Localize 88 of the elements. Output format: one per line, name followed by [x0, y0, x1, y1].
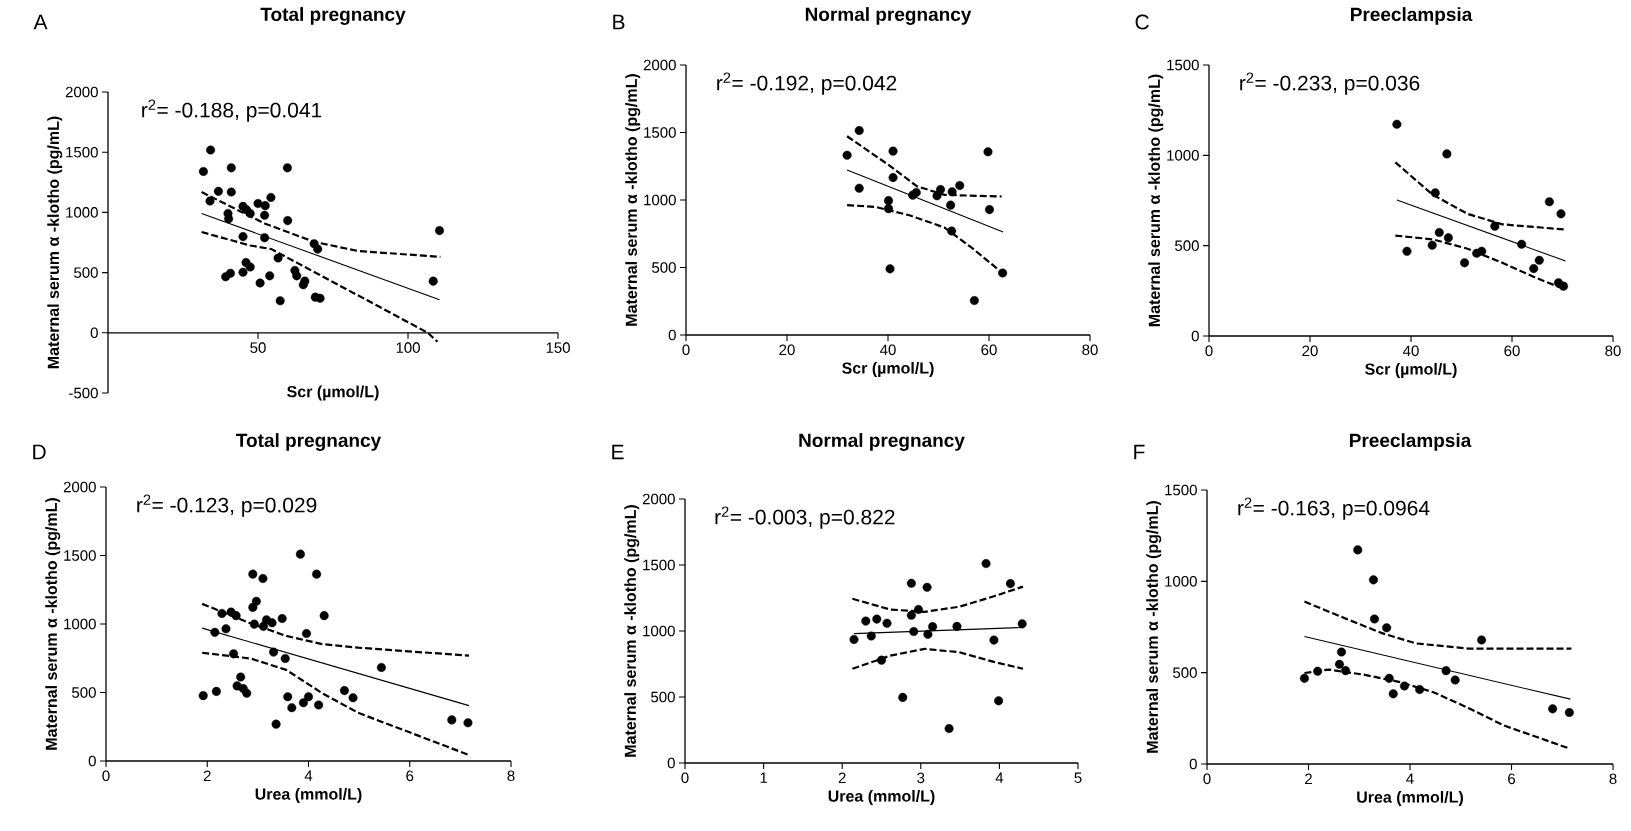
y-tick-label: 500 [651, 691, 675, 703]
x-tick-label: 0 [681, 772, 689, 784]
x-tick-label: 80 [1605, 345, 1621, 357]
x-tick-label: 50 [250, 342, 266, 353]
x-tick-label: 1 [760, 772, 768, 783]
x-tick-label: 2 [203, 770, 211, 782]
x-tick-label: 20 [779, 344, 795, 356]
y-tick-label: 0 [88, 755, 96, 767]
y-axis-title: Maternal serum α -klotho (pg/mL) [45, 498, 61, 750]
annotation: r$^{2}$= -0.188, p=0.041 [142, 99, 322, 122]
text: E [612, 444, 624, 460]
y-tick-label: -500 [69, 387, 98, 399]
annotation: r$^{2}$= -0.123, p=0.029 [137, 494, 317, 517]
y-tick-label: 1500 [1165, 484, 1197, 496]
x-tick-label: 0 [1203, 773, 1211, 785]
y-tick-label: 0 [668, 329, 676, 341]
chart-title: Total pregnancy [260, 7, 406, 25]
x-tick-label: 5 [1074, 772, 1082, 783]
text: D [33, 444, 46, 460]
x-tick-label: 2 [1305, 773, 1312, 785]
y-tick-label: 1500 [644, 127, 676, 138]
y-tick-label: 1000 [644, 194, 676, 206]
text: A [33, 14, 48, 30]
x-tick-label: 80 [1082, 344, 1098, 356]
x-tick-label: 0 [1205, 345, 1213, 357]
y-tick-label: 2000 [63, 481, 96, 493]
y-tick-label: 500 [74, 267, 98, 278]
x-tick-label: 100 [396, 342, 420, 353]
x-tick-label: 4 [1406, 773, 1414, 784]
y-tick-label: 500 [1175, 240, 1199, 251]
x-tick-label: 3 [917, 772, 925, 784]
y-tick-label: 500 [72, 687, 96, 698]
x-tick-label: 6 [406, 770, 414, 782]
y-tick-label: 0 [1189, 758, 1197, 770]
y-tick-label: 0 [90, 327, 98, 339]
text: C [1135, 14, 1149, 30]
y-tick-label: 1000 [643, 625, 675, 637]
chart-title: Normal pregnancy [799, 433, 965, 451]
x-tick-label: 60 [1504, 345, 1520, 357]
annotation: r$^{2}$= -0.192, p=0.042 [717, 72, 897, 95]
x-axis-title: Urea (mmol/L) [828, 790, 935, 805]
annotation: r$^{2}$= -0.233, p=0.036 [1240, 72, 1420, 95]
y-tick-label: 2000 [642, 493, 675, 505]
x-tick-label: 150 [546, 342, 570, 353]
y-tick-label: 1500 [643, 559, 675, 571]
y-tick-label: 1500 [1167, 59, 1199, 71]
x-tick-label: 2 [838, 772, 846, 784]
y-tick-label: 1500 [64, 550, 96, 561]
y-tick-label: 1500 [66, 146, 98, 158]
x-tick-label: 8 [1609, 773, 1617, 785]
chart-title: Total pregnancy [236, 433, 382, 451]
y-axis-title: Maternal serum α -klotho (pg/mL) [1146, 501, 1162, 753]
y-tick-label: 0 [1191, 330, 1199, 342]
y-tick-label: 1000 [64, 618, 96, 630]
x-axis-title: Urea (mmol/L) [1357, 791, 1463, 806]
x-axis-title: Urea (mmol/L) [255, 788, 362, 803]
annotation: r$^{2}$= -0.003, p=0.822 [715, 506, 895, 529]
x-tick-label: 40 [880, 344, 896, 356]
x-tick-label: 0 [682, 344, 690, 356]
chart-title: Normal pregnancy [805, 7, 972, 25]
x-tick-label: 40 [1403, 345, 1419, 357]
x-tick-label: 60 [981, 344, 997, 356]
y-tick-label: 500 [1173, 667, 1197, 678]
x-tick-label: 0 [102, 770, 110, 782]
annotation: r$^{2}$= -0.163, p=0.0964 [1238, 497, 1430, 520]
y-axis-title: Maternal serum α -klotho (pg/mL) [624, 505, 640, 757]
text: B [613, 14, 625, 30]
x-tick-label: 8 [507, 770, 515, 782]
y-tick-label: 500 [652, 262, 676, 273]
x-tick-label: 4 [995, 772, 1004, 783]
x-axis-title: Scr (µmol/L) [842, 362, 934, 377]
x-axis-title: Scr (µmol/L) [1365, 363, 1457, 378]
y-axis-title: Maternal serum α -klotho (pg/mL) [47, 116, 63, 369]
y-tick-label: 1000 [66, 207, 98, 218]
y-axis-title: Maternal serum α -klotho (pg/mL) [625, 74, 641, 326]
y-axis-title: Maternal serum α -klotho (pg/mL) [1148, 74, 1164, 327]
x-tick-label: 20 [1302, 345, 1318, 357]
x-tick-label: 4 [304, 770, 313, 781]
y-tick-label: 0 [667, 757, 675, 769]
y-tick-label: 1000 [1167, 150, 1199, 161]
x-tick-label: 6 [1508, 773, 1516, 785]
y-tick-label: 2000 [65, 86, 98, 98]
chart-title: Preeclampsia [1351, 7, 1473, 25]
y-tick-label: 2000 [643, 59, 676, 71]
y-tick-label: 1000 [1165, 576, 1197, 587]
chart-title: Preeclampsia [1350, 433, 1472, 451]
x-axis-title: Scr (µmol/L) [287, 385, 379, 401]
text: F [1134, 444, 1145, 460]
